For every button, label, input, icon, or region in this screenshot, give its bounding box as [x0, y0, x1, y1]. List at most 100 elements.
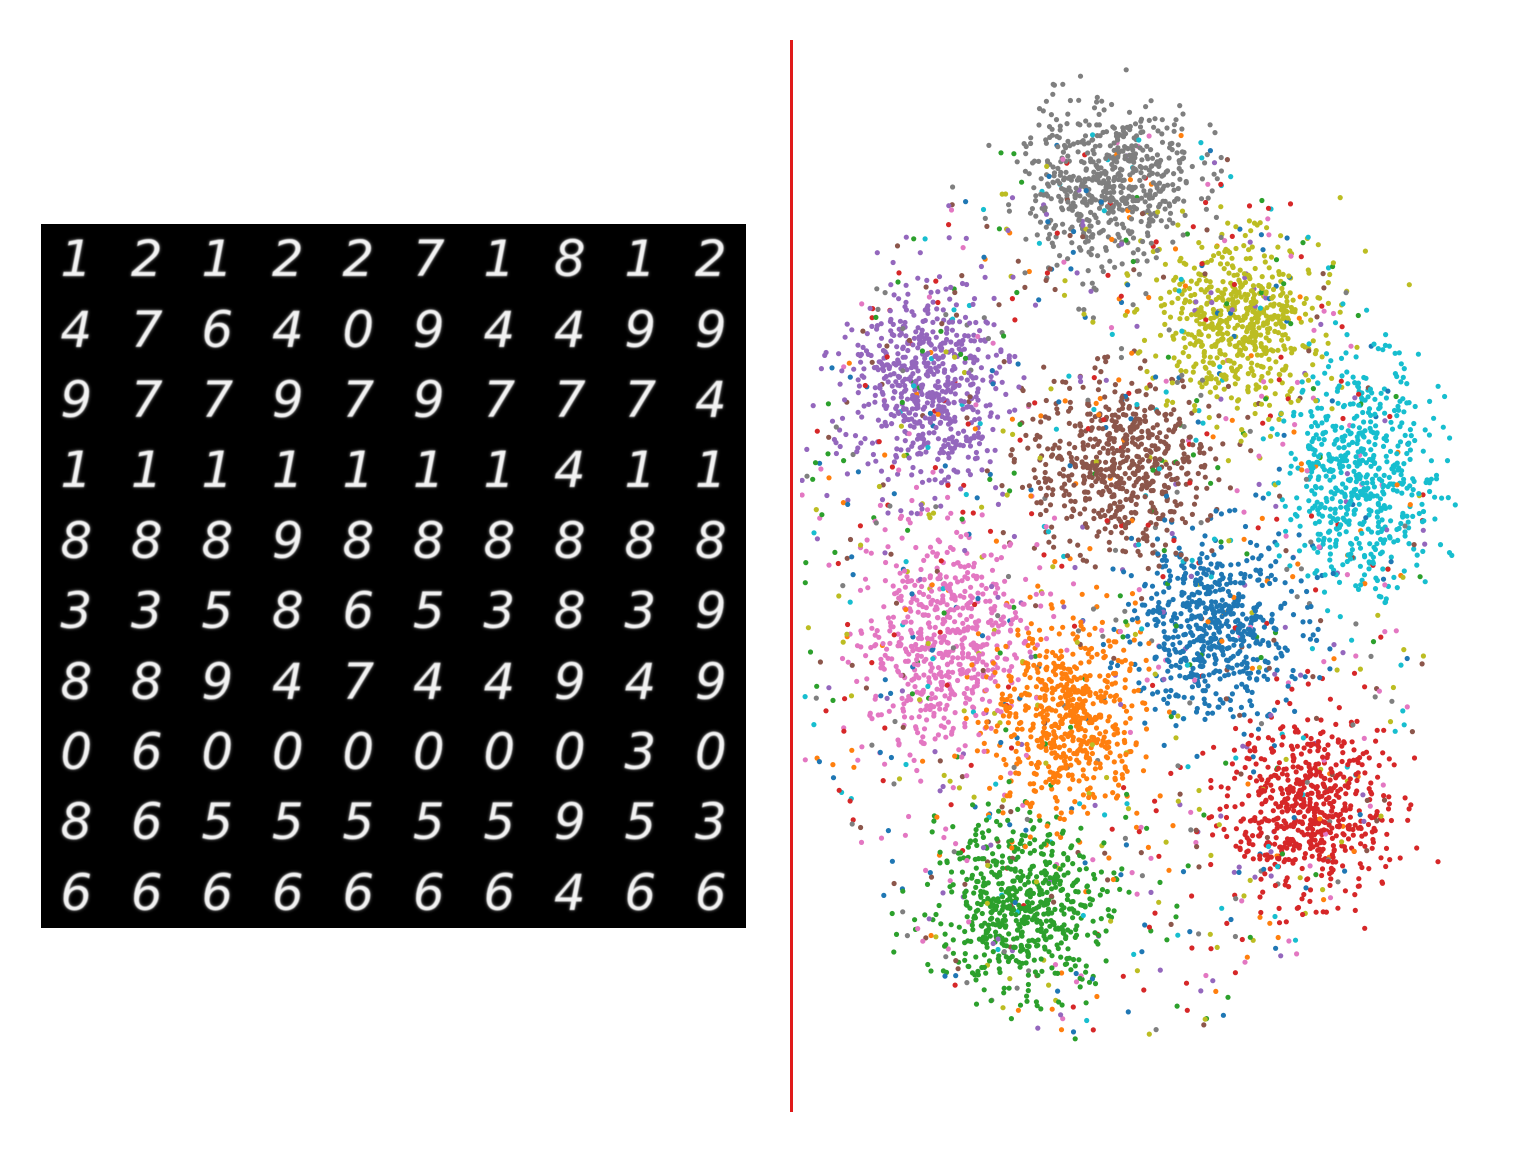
scatter-point	[938, 921, 944, 927]
scatter-point	[1275, 855, 1281, 861]
scatter-point	[994, 654, 1000, 661]
scatter-point	[836, 351, 842, 357]
scatter-point	[856, 383, 862, 389]
scatter-point	[1321, 801, 1327, 807]
scatter-point	[1314, 574, 1320, 581]
scatter-point	[1347, 776, 1353, 782]
scatter-point	[908, 578, 915, 584]
scatter-point	[1252, 748, 1258, 754]
scatter-point	[1190, 452, 1196, 458]
scatter-point	[1378, 813, 1384, 819]
scatter-point	[1056, 631, 1062, 637]
scatter-point	[1052, 286, 1058, 293]
scatter-point	[1033, 213, 1039, 219]
scatter-point	[1270, 808, 1276, 814]
scatter-point	[1335, 400, 1341, 406]
scatter-point	[1386, 343, 1392, 349]
scatter-point	[1373, 423, 1379, 429]
scatter-point	[940, 586, 946, 592]
scatter-point	[1318, 405, 1325, 411]
scatter-point	[1097, 395, 1103, 402]
scatter-point	[948, 869, 955, 875]
scatter-point	[848, 693, 855, 699]
scatter-point	[829, 365, 835, 371]
scatter-point	[1026, 268, 1032, 275]
scatter-point	[1066, 420, 1072, 426]
scatter-point	[1316, 436, 1322, 442]
scatter-point	[1095, 387, 1101, 393]
scatter-point	[987, 598, 993, 604]
scatter-point	[1032, 400, 1038, 406]
scatter-point	[1329, 825, 1335, 831]
scatter-point	[1267, 866, 1273, 872]
scatter-point	[978, 893, 984, 899]
scatter-point	[1312, 351, 1318, 357]
scatter-point	[1428, 476, 1434, 482]
scatter-point	[1205, 517, 1211, 523]
scatter-point	[1068, 266, 1074, 272]
scatter-point	[918, 707, 924, 713]
scatter-point	[1207, 389, 1213, 395]
scatter-point	[1199, 377, 1206, 383]
scatter-point	[1011, 470, 1017, 476]
scatter-point	[893, 600, 900, 606]
scatter-point	[1280, 271, 1286, 277]
scatter-point	[1315, 454, 1322, 460]
scatter-point	[845, 659, 851, 665]
scatter-point	[1254, 676, 1260, 682]
scatter-point	[1036, 904, 1042, 910]
scatter-point	[1015, 854, 1021, 860]
scatter-point	[1134, 891, 1140, 897]
scatter-point	[1207, 122, 1213, 128]
scatter-point	[1231, 869, 1237, 875]
scatter-point	[975, 671, 981, 677]
scatter-point	[1179, 372, 1185, 378]
scatter-point	[1219, 254, 1225, 260]
scatter-point	[1274, 821, 1280, 827]
scatter-point	[1388, 559, 1394, 565]
scatter-point	[1217, 676, 1223, 682]
scatter-point	[942, 437, 948, 443]
scatter-point	[1222, 352, 1228, 358]
scatter-point	[1157, 967, 1163, 973]
scatter-point	[1073, 888, 1079, 895]
scatter-point	[1017, 964, 1023, 970]
scatter-point	[1047, 875, 1053, 881]
scatter-point	[1033, 591, 1039, 597]
scatter-point	[1351, 670, 1358, 676]
scatter-point	[1308, 317, 1314, 323]
scatter-point	[1180, 111, 1186, 117]
digit-cell: 2	[271, 230, 304, 289]
scatter-point	[1181, 384, 1187, 390]
scatter-point	[850, 451, 856, 458]
scatter-point	[1125, 447, 1131, 453]
scatter-point	[831, 436, 837, 443]
scatter-point	[998, 886, 1004, 893]
scatter-point	[890, 703, 896, 709]
digit-cell: 9	[553, 793, 586, 852]
scatter-point	[913, 379, 919, 385]
scatter-point	[1212, 130, 1218, 136]
scatter-point	[1273, 945, 1279, 951]
scatter-point	[1070, 714, 1076, 721]
scatter-point	[1244, 558, 1250, 564]
scatter-point	[1283, 756, 1289, 763]
scatter-point	[918, 636, 925, 642]
scatter-point	[922, 912, 928, 918]
scatter-point	[1217, 668, 1223, 675]
scatter-point	[1003, 937, 1009, 943]
scatter-point	[945, 946, 951, 952]
scatter-point	[980, 206, 987, 213]
scatter-point	[1163, 434, 1169, 440]
scatter-point	[928, 599, 934, 605]
scatter-point	[1072, 1036, 1078, 1042]
scatter-point	[1321, 784, 1328, 790]
scatter-point	[800, 492, 805, 498]
scatter-point	[952, 376, 958, 382]
scatter-point	[1042, 469, 1048, 476]
scatter-point	[1215, 380, 1222, 386]
scatter-point	[1202, 700, 1208, 707]
scatter-point	[1258, 756, 1264, 762]
scatter-point	[1206, 414, 1212, 421]
scatter-point	[1409, 492, 1415, 498]
